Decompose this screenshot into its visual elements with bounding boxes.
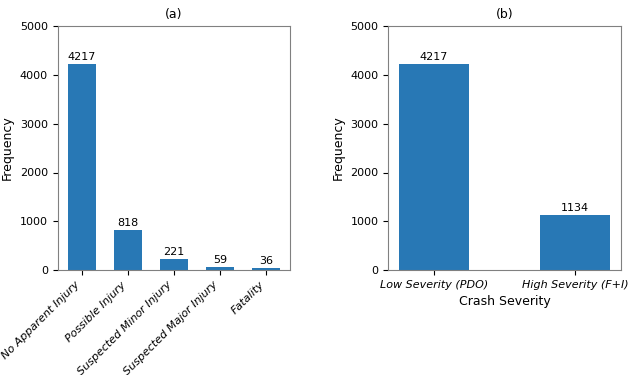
Bar <box>114 230 142 270</box>
Text: 59: 59 <box>213 255 227 265</box>
X-axis label: Crash Severity: Crash Severity <box>459 295 550 308</box>
Bar <box>252 268 280 270</box>
Text: 4217: 4217 <box>420 53 448 63</box>
Text: 36: 36 <box>259 256 273 266</box>
Text: 4217: 4217 <box>68 53 96 63</box>
Text: 1134: 1134 <box>561 203 589 213</box>
Bar <box>206 267 234 270</box>
Text: 221: 221 <box>163 247 184 257</box>
Title: (b): (b) <box>495 8 513 21</box>
Bar <box>399 64 469 270</box>
Y-axis label: Frequency: Frequency <box>1 116 14 180</box>
Text: 818: 818 <box>117 218 139 228</box>
Bar <box>160 259 188 270</box>
Y-axis label: Frequency: Frequency <box>332 116 345 180</box>
Bar <box>68 64 96 270</box>
Bar <box>540 215 610 270</box>
Title: (a): (a) <box>165 8 182 21</box>
